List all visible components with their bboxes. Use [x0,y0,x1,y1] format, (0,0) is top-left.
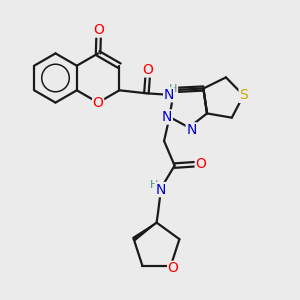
Text: N: N [155,183,166,196]
Text: O: O [168,261,178,275]
Text: N: N [164,88,174,102]
Text: N: N [162,110,172,124]
Text: S: S [239,88,248,102]
Text: O: O [93,23,104,37]
Text: O: O [142,63,153,77]
Text: O: O [195,157,206,171]
Text: N: N [186,123,197,137]
Text: H: H [169,84,178,94]
Text: H: H [150,179,159,190]
Text: O: O [93,96,104,110]
Polygon shape [133,223,157,241]
